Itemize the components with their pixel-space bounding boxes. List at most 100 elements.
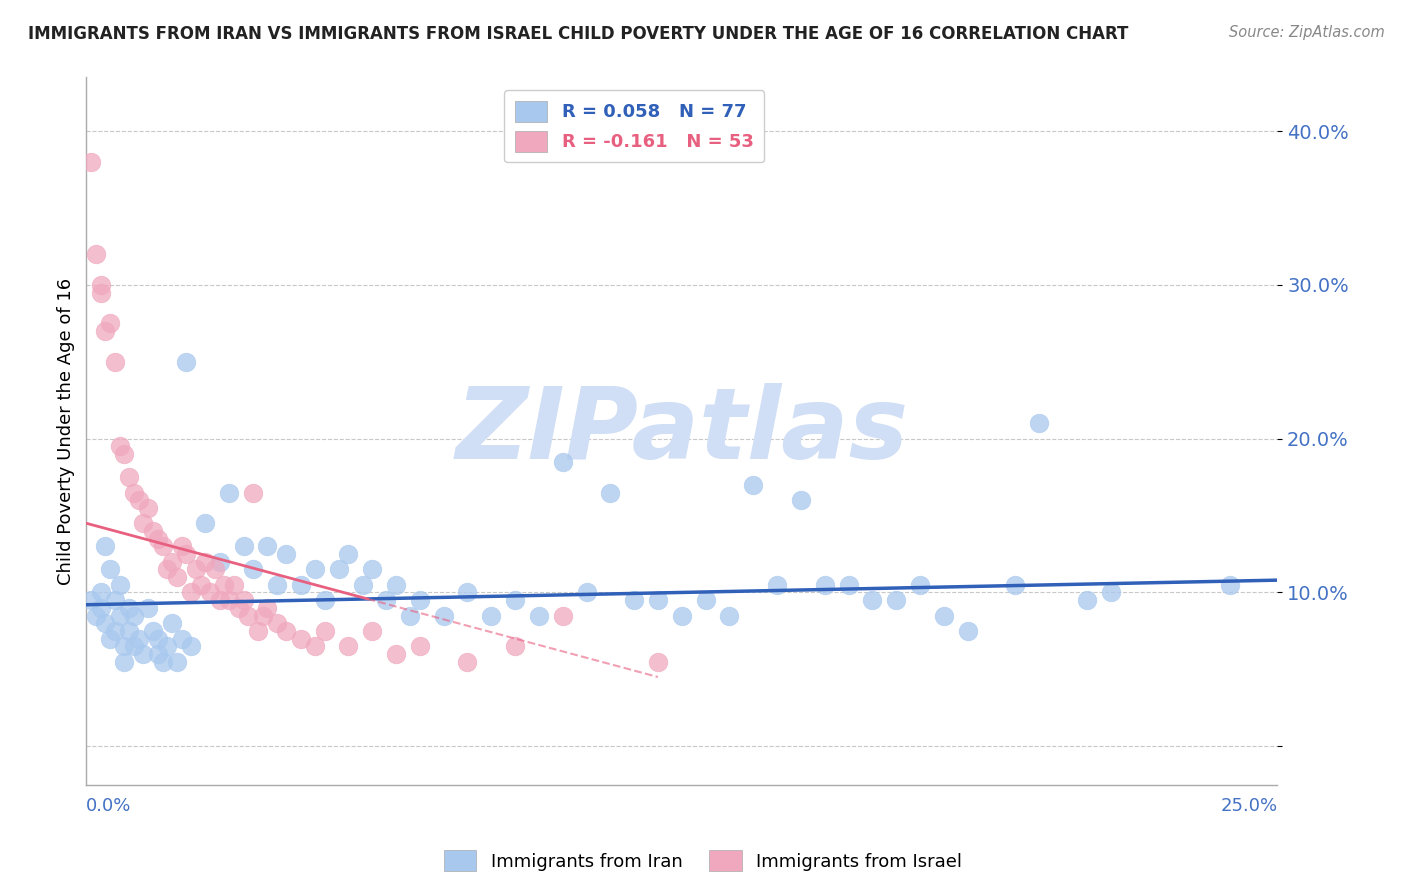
Point (198, 585, 221, 599)
Point (742, 478, 765, 492)
Point (166, 570, 188, 584)
Point (208, 555, 231, 569)
Point (932, 608, 955, 623)
Point (90, 585, 112, 599)
Point (337, 640, 360, 654)
Point (108, 578, 131, 592)
Point (180, 585, 202, 599)
Point (90, 285, 112, 300)
Point (1076, 593, 1098, 607)
Point (503, 593, 526, 607)
Point (266, 578, 288, 592)
Point (112, 447, 135, 461)
Point (170, 632, 193, 646)
Point (98, 317, 121, 331)
Point (218, 593, 240, 607)
Point (176, 355, 198, 369)
Point (112, 640, 135, 654)
Legend: R = 0.058   N = 77, R = -0.161   N = 53: R = 0.058 N = 77, R = -0.161 N = 53 (503, 90, 765, 162)
Point (118, 470, 141, 484)
Point (184, 562, 207, 576)
Point (304, 562, 326, 576)
Point (399, 608, 422, 623)
Point (456, 585, 478, 599)
Point (160, 555, 183, 569)
Point (176, 547, 198, 561)
Point (232, 593, 254, 607)
Point (94, 539, 117, 553)
Legend: Immigrants from Iran, Immigrants from Israel: Immigrants from Iran, Immigrants from Is… (436, 843, 970, 879)
Point (80, 593, 103, 607)
Point (1004, 578, 1026, 592)
Point (503, 640, 526, 654)
Point (266, 616, 288, 631)
Point (146, 647, 169, 661)
Point (108, 608, 131, 623)
Point (228, 600, 250, 615)
Point (246, 624, 269, 638)
Point (575, 585, 598, 599)
Point (647, 593, 669, 607)
Point (128, 632, 150, 646)
Point (170, 539, 193, 553)
Point (90, 600, 112, 615)
Point (156, 562, 179, 576)
Point (112, 655, 135, 669)
Point (166, 655, 188, 669)
Point (276, 624, 298, 638)
Point (84, 247, 107, 261)
Point (180, 640, 202, 654)
Point (256, 600, 278, 615)
Point (718, 608, 741, 623)
Point (314, 593, 336, 607)
Point (361, 624, 384, 638)
Point (242, 562, 264, 576)
Point (290, 632, 312, 646)
Point (409, 593, 432, 607)
Point (551, 455, 574, 469)
Point (142, 624, 165, 638)
Text: Source: ZipAtlas.com: Source: ZipAtlas.com (1229, 25, 1385, 40)
Point (328, 562, 350, 576)
Point (222, 578, 245, 592)
Point (908, 578, 931, 592)
Point (132, 647, 155, 661)
Point (128, 493, 150, 508)
Point (1099, 585, 1122, 599)
Point (160, 616, 183, 631)
Point (242, 485, 264, 500)
Point (1219, 578, 1241, 592)
Point (122, 485, 145, 500)
Point (214, 578, 236, 592)
Point (132, 516, 155, 531)
Point (385, 647, 408, 661)
Point (122, 640, 145, 654)
Point (337, 547, 360, 561)
Point (136, 500, 159, 515)
Point (551, 608, 574, 623)
Point (98, 632, 121, 646)
Point (218, 485, 240, 500)
Point (838, 578, 860, 592)
Point (152, 655, 174, 669)
Point (252, 608, 274, 623)
Point (118, 624, 141, 638)
Text: 0.0%: 0.0% (86, 797, 132, 815)
Point (766, 578, 789, 592)
Point (146, 532, 169, 546)
Point (104, 593, 127, 607)
Point (304, 640, 326, 654)
Point (623, 593, 645, 607)
Point (671, 608, 693, 623)
Point (194, 555, 217, 569)
Point (104, 355, 127, 369)
Point (361, 562, 384, 576)
Point (146, 632, 169, 646)
Point (884, 593, 907, 607)
Point (208, 593, 231, 607)
Point (814, 578, 837, 592)
Point (527, 608, 550, 623)
Point (314, 624, 336, 638)
Text: IMMIGRANTS FROM IRAN VS IMMIGRANTS FROM ISRAEL CHILD POVERTY UNDER THE AGE OF 16: IMMIGRANTS FROM IRAN VS IMMIGRANTS FROM … (28, 25, 1129, 43)
Point (860, 593, 883, 607)
